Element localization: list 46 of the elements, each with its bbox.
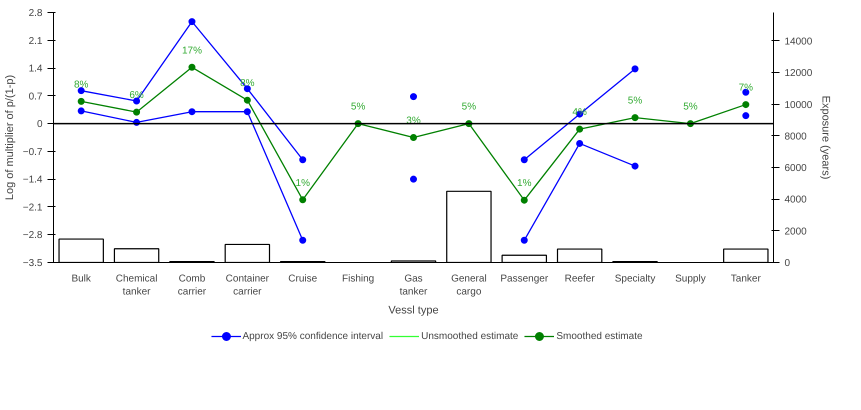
y-tick-label: −1.4 <box>22 174 43 186</box>
x-tick-label: Tanker <box>730 274 762 284</box>
y2-tick-label: 14000 <box>784 36 813 48</box>
y-tick-label: −0.7 <box>22 146 43 158</box>
x-tick-label: Fishing <box>342 274 374 284</box>
legend-label: Approx 95% confidence interval <box>242 330 384 342</box>
y2-tick-label: 0 <box>784 258 790 269</box>
y2-tick-label: 4000 <box>784 194 808 206</box>
y-tick-label: 1.4 <box>28 64 43 75</box>
x-tick-label: Passenger <box>500 274 549 284</box>
x-tick-label: Gas tanker <box>400 274 428 298</box>
y-axis-title: Log of multiplier of p/(1-p) <box>4 74 16 200</box>
annotation: 5% <box>628 96 642 107</box>
annotation: 7% <box>738 82 754 94</box>
annotation: 17% <box>182 45 202 56</box>
annotation: 8% <box>74 79 89 90</box>
annotation: 1% <box>296 178 310 189</box>
x-tick-label: General cargo <box>451 274 487 298</box>
y2-tick-label: 8000 <box>784 131 808 142</box>
y2-tick-label: 6000 <box>784 163 808 174</box>
y2-axis-title: Exposure (years) <box>819 96 832 180</box>
y-tick-label: −3.5 <box>22 258 43 269</box>
annotation: 5% <box>683 102 698 113</box>
y-tick-label: −2.8 <box>22 230 43 242</box>
x-tick-label: Supply <box>675 274 706 284</box>
x-tick-label: Chemical tanker <box>116 274 158 298</box>
y2-tick-label: 12000 <box>784 68 813 80</box>
y2-tick-label: 2000 <box>784 226 808 238</box>
x-tick-label: Cruise <box>288 274 318 284</box>
x-tick-label: Bulk <box>71 274 92 284</box>
x-axis-title: Vessl type <box>388 304 439 317</box>
y-tick-label: 0.7 <box>28 91 43 102</box>
legend-label: Unsmoothed estimate <box>421 330 518 342</box>
y-tick-label: 2.1 <box>28 36 43 47</box>
y-tick-label: 0 <box>36 119 43 130</box>
y2-tick-label: 10000 <box>784 100 813 111</box>
x-tick-label: Specialty <box>614 274 656 284</box>
y-tick-label: −2.1 <box>22 202 43 214</box>
x-tick-label: Comb carrier <box>178 274 207 298</box>
x-tick-label: Container carrier <box>226 274 270 298</box>
annotation: 5% <box>462 102 476 113</box>
annotation: 1% <box>517 178 532 190</box>
annotation: 5% <box>350 102 366 113</box>
legend-label: Smoothed estimate <box>556 330 643 342</box>
y-tick-label: 2.8 <box>28 8 43 19</box>
x-tick-label: Reefer <box>564 274 596 284</box>
